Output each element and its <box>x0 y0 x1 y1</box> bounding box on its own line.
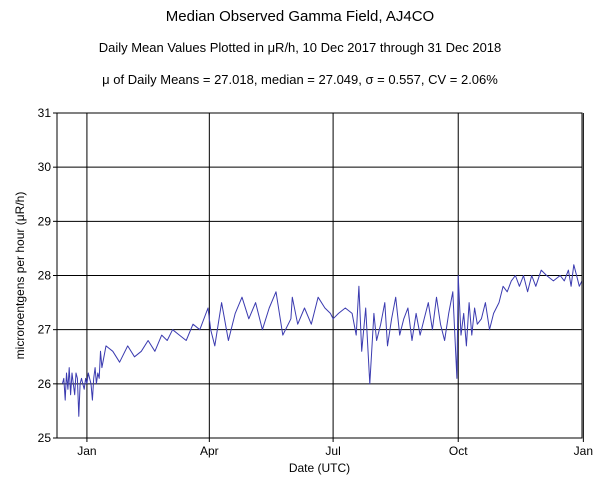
series-layer <box>61 264 583 417</box>
x-tick-label: Jan <box>77 444 96 458</box>
chart-title: Median Observed Gamma Field, AJ4CO <box>165 8 435 25</box>
y-tick-label: 29 <box>38 214 52 228</box>
chart-subtitle: Daily Mean Values Plotted in μR/h, 10 De… <box>98 40 502 55</box>
tick-layer: 25 26 27 28 29 30 31 Jan Apr Jul Oct Jan <box>38 106 593 458</box>
chart-stats: μ of Daily Means = 27.018, median = 27.0… <box>102 72 498 87</box>
x-tick-label: Oct <box>449 444 468 458</box>
y-tick-label: 31 <box>38 106 52 120</box>
y-tick-label: 28 <box>38 269 52 283</box>
x-tick-label: Jul <box>325 444 340 458</box>
series-line <box>61 264 583 417</box>
grid-layer <box>57 113 584 438</box>
x-axis-label: Date (UTC) <box>289 461 350 475</box>
y-tick-label: 30 <box>38 160 52 174</box>
y-tick-label: 27 <box>38 323 52 337</box>
x-tick-label: Apr <box>200 444 219 458</box>
x-tick-label: Jan <box>574 444 593 458</box>
y-tick-label: 25 <box>38 431 52 445</box>
y-tick-label: 26 <box>38 377 52 391</box>
y-axis-label: microroentgens per hour (μR/h) <box>13 192 27 360</box>
